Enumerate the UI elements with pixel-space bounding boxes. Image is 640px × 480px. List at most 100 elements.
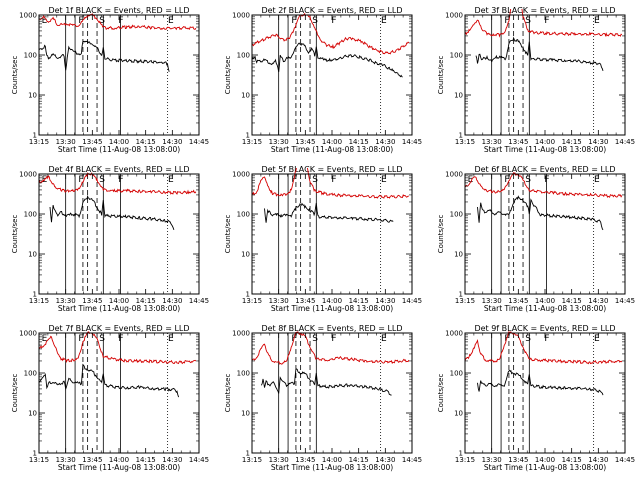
y-tick-label: 100 bbox=[450, 52, 463, 60]
x-tick-label: 14:15 bbox=[562, 297, 582, 305]
x-axis-label: Start Time (11-Aug-08 13:08:00) bbox=[484, 304, 606, 313]
x-tick-label: 14:30 bbox=[375, 456, 395, 464]
events-series-line bbox=[264, 202, 394, 223]
panel-title: Det 7f BLACK = Events, RED = LLD bbox=[48, 324, 189, 333]
axes-frame bbox=[38, 332, 200, 454]
y-tick-label: 10 bbox=[241, 251, 250, 259]
interval-label: F bbox=[118, 16, 123, 26]
x-tick-label: 14:30 bbox=[162, 138, 182, 146]
interval-label: F bbox=[544, 16, 549, 26]
x-tick-label: 13:45 bbox=[295, 297, 315, 305]
x-tick-label: 14:30 bbox=[588, 456, 608, 464]
x-tick-label: 14:15 bbox=[562, 138, 582, 146]
lld-series-line bbox=[465, 9, 623, 38]
y-tick-label: 1 bbox=[33, 450, 37, 458]
panel-title: Det 3f BLACK = Events, RED = LLD bbox=[474, 6, 615, 15]
interval-label: S bbox=[525, 16, 531, 26]
x-tick-label: 14:15 bbox=[349, 297, 369, 305]
x-tick-label: 13:45 bbox=[295, 456, 315, 464]
x-tick-label: 14:30 bbox=[375, 138, 395, 146]
y-tick-label: 1000 bbox=[232, 12, 250, 20]
x-tick-label: 14:00 bbox=[109, 297, 129, 305]
y-tick-label: 100 bbox=[237, 370, 250, 378]
y-axis-label: Counts/sec bbox=[11, 56, 19, 95]
y-tick-label: 1000 bbox=[232, 171, 250, 179]
x-tick-label: 13:45 bbox=[82, 297, 102, 305]
x-tick-label: 14:30 bbox=[375, 297, 395, 305]
axes-frame bbox=[38, 14, 200, 136]
interval-label: F bbox=[544, 175, 549, 185]
y-tick-label: 10 bbox=[241, 410, 250, 418]
y-tick-label: 1000 bbox=[445, 12, 463, 20]
y-tick-label: 1 bbox=[246, 291, 250, 299]
y-tick-label: 1 bbox=[33, 291, 37, 299]
x-tick-label: 13:45 bbox=[508, 138, 528, 146]
lld-series-line bbox=[39, 331, 197, 365]
interval-label: S bbox=[312, 175, 318, 185]
y-tick-label: 1 bbox=[459, 450, 463, 458]
interval-label: E bbox=[381, 334, 387, 344]
events-series-line bbox=[252, 42, 403, 78]
x-tick-label: 13:15 bbox=[29, 297, 49, 305]
y-axis-label: Counts/sec bbox=[224, 374, 232, 413]
x-tick-label: 13:15 bbox=[455, 297, 475, 305]
interval-label: E bbox=[42, 16, 48, 26]
interval-label: E bbox=[42, 334, 48, 344]
x-tick-label: 13:15 bbox=[242, 138, 262, 146]
y-tick-label: 100 bbox=[24, 211, 37, 219]
x-tick-label: 14:15 bbox=[136, 456, 156, 464]
events-series-line bbox=[475, 36, 604, 72]
x-axis-label: Start Time (11-Aug-08 13:08:00) bbox=[271, 304, 393, 313]
events-series-line bbox=[477, 369, 604, 396]
x-tick-label: 13:45 bbox=[82, 456, 102, 464]
y-tick-label: 1 bbox=[459, 291, 463, 299]
y-axis-label: Counts/sec bbox=[437, 215, 445, 254]
x-tick-label: 13:30 bbox=[482, 456, 502, 464]
y-tick-label: 1000 bbox=[445, 330, 463, 338]
x-tick-label: 14:30 bbox=[588, 138, 608, 146]
x-tick-label: 14:45 bbox=[402, 138, 422, 146]
lld-series-line bbox=[252, 168, 409, 199]
x-tick-label: 13:15 bbox=[455, 456, 475, 464]
interval-label: S bbox=[99, 175, 105, 185]
x-tick-label: 14:00 bbox=[109, 456, 129, 464]
axes-frame bbox=[251, 14, 413, 136]
events-series-line bbox=[39, 363, 180, 398]
y-axis-label: Counts/sec bbox=[11, 215, 19, 254]
lld-series-line bbox=[252, 12, 410, 55]
y-tick-label: 10 bbox=[28, 251, 37, 259]
x-tick-label: 13:45 bbox=[295, 138, 315, 146]
x-tick-label: 14:30 bbox=[162, 456, 182, 464]
interval-label: E bbox=[594, 334, 600, 344]
y-tick-label: 10 bbox=[28, 92, 37, 100]
x-tick-label: 13:30 bbox=[482, 138, 502, 146]
y-axis-label: Counts/sec bbox=[437, 374, 445, 413]
y-tick-label: 100 bbox=[24, 370, 37, 378]
x-axis-label: Start Time (11-Aug-08 13:08:00) bbox=[58, 145, 180, 154]
interval-label: S bbox=[99, 16, 105, 26]
x-tick-label: 14:15 bbox=[136, 138, 156, 146]
x-tick-label: 13:30 bbox=[482, 297, 502, 305]
events-series-line bbox=[39, 40, 170, 72]
x-tick-label: 14:00 bbox=[535, 297, 555, 305]
x-tick-label: 14:15 bbox=[562, 456, 582, 464]
lld-series-line bbox=[39, 13, 197, 31]
y-tick-label: 1 bbox=[246, 450, 250, 458]
y-tick-label: 1000 bbox=[19, 330, 37, 338]
y-tick-label: 1 bbox=[246, 132, 250, 140]
y-tick-label: 10 bbox=[454, 92, 463, 100]
x-tick-label: 14:45 bbox=[615, 297, 635, 305]
interval-label: S bbox=[312, 334, 318, 344]
x-tick-label: 14:00 bbox=[322, 138, 342, 146]
x-tick-label: 13:15 bbox=[455, 138, 475, 146]
x-tick-label: 14:00 bbox=[109, 138, 129, 146]
x-tick-label: 14:45 bbox=[615, 456, 635, 464]
x-tick-label: 13:15 bbox=[242, 456, 262, 464]
y-axis-label: Counts/sec bbox=[224, 215, 232, 254]
x-tick-label: 14:45 bbox=[189, 456, 209, 464]
